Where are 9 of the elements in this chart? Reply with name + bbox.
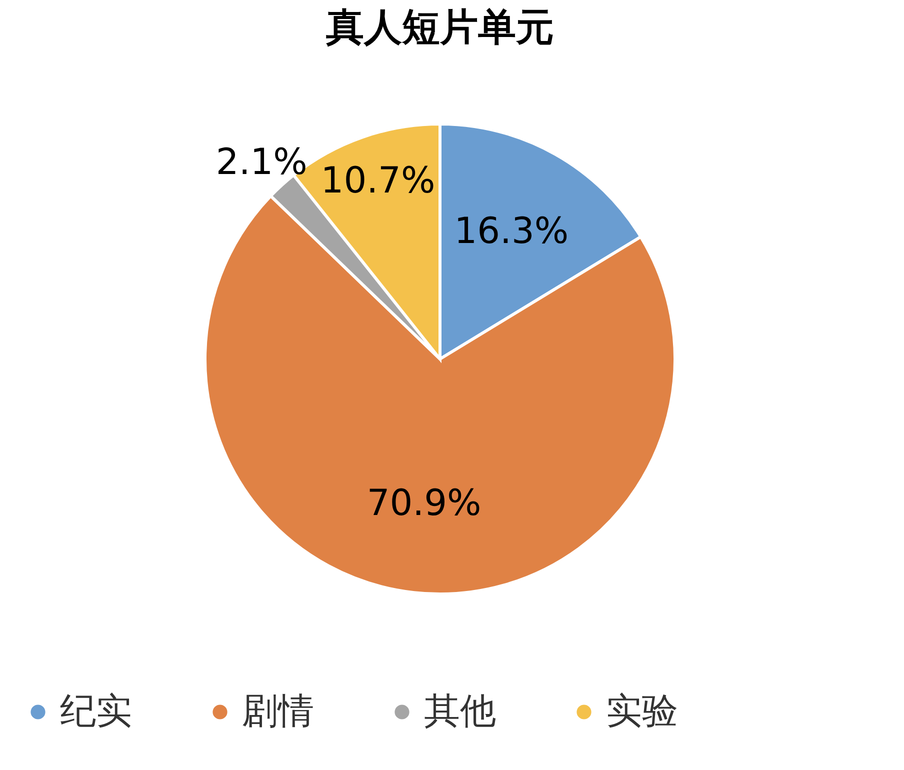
data-label: 2.1% [216, 142, 308, 183]
legend-label: 实验 [606, 691, 678, 732]
chart-title: 真人短片单元 [325, 5, 554, 49]
data-label: 16.3% [454, 210, 569, 252]
data-label: 10.7% [320, 160, 436, 202]
data-label: 70.9% [366, 482, 482, 524]
legend-label: 其他 [424, 691, 496, 732]
legend-label: 纪实 [60, 691, 132, 732]
legend-label: 剧情 [242, 691, 314, 732]
